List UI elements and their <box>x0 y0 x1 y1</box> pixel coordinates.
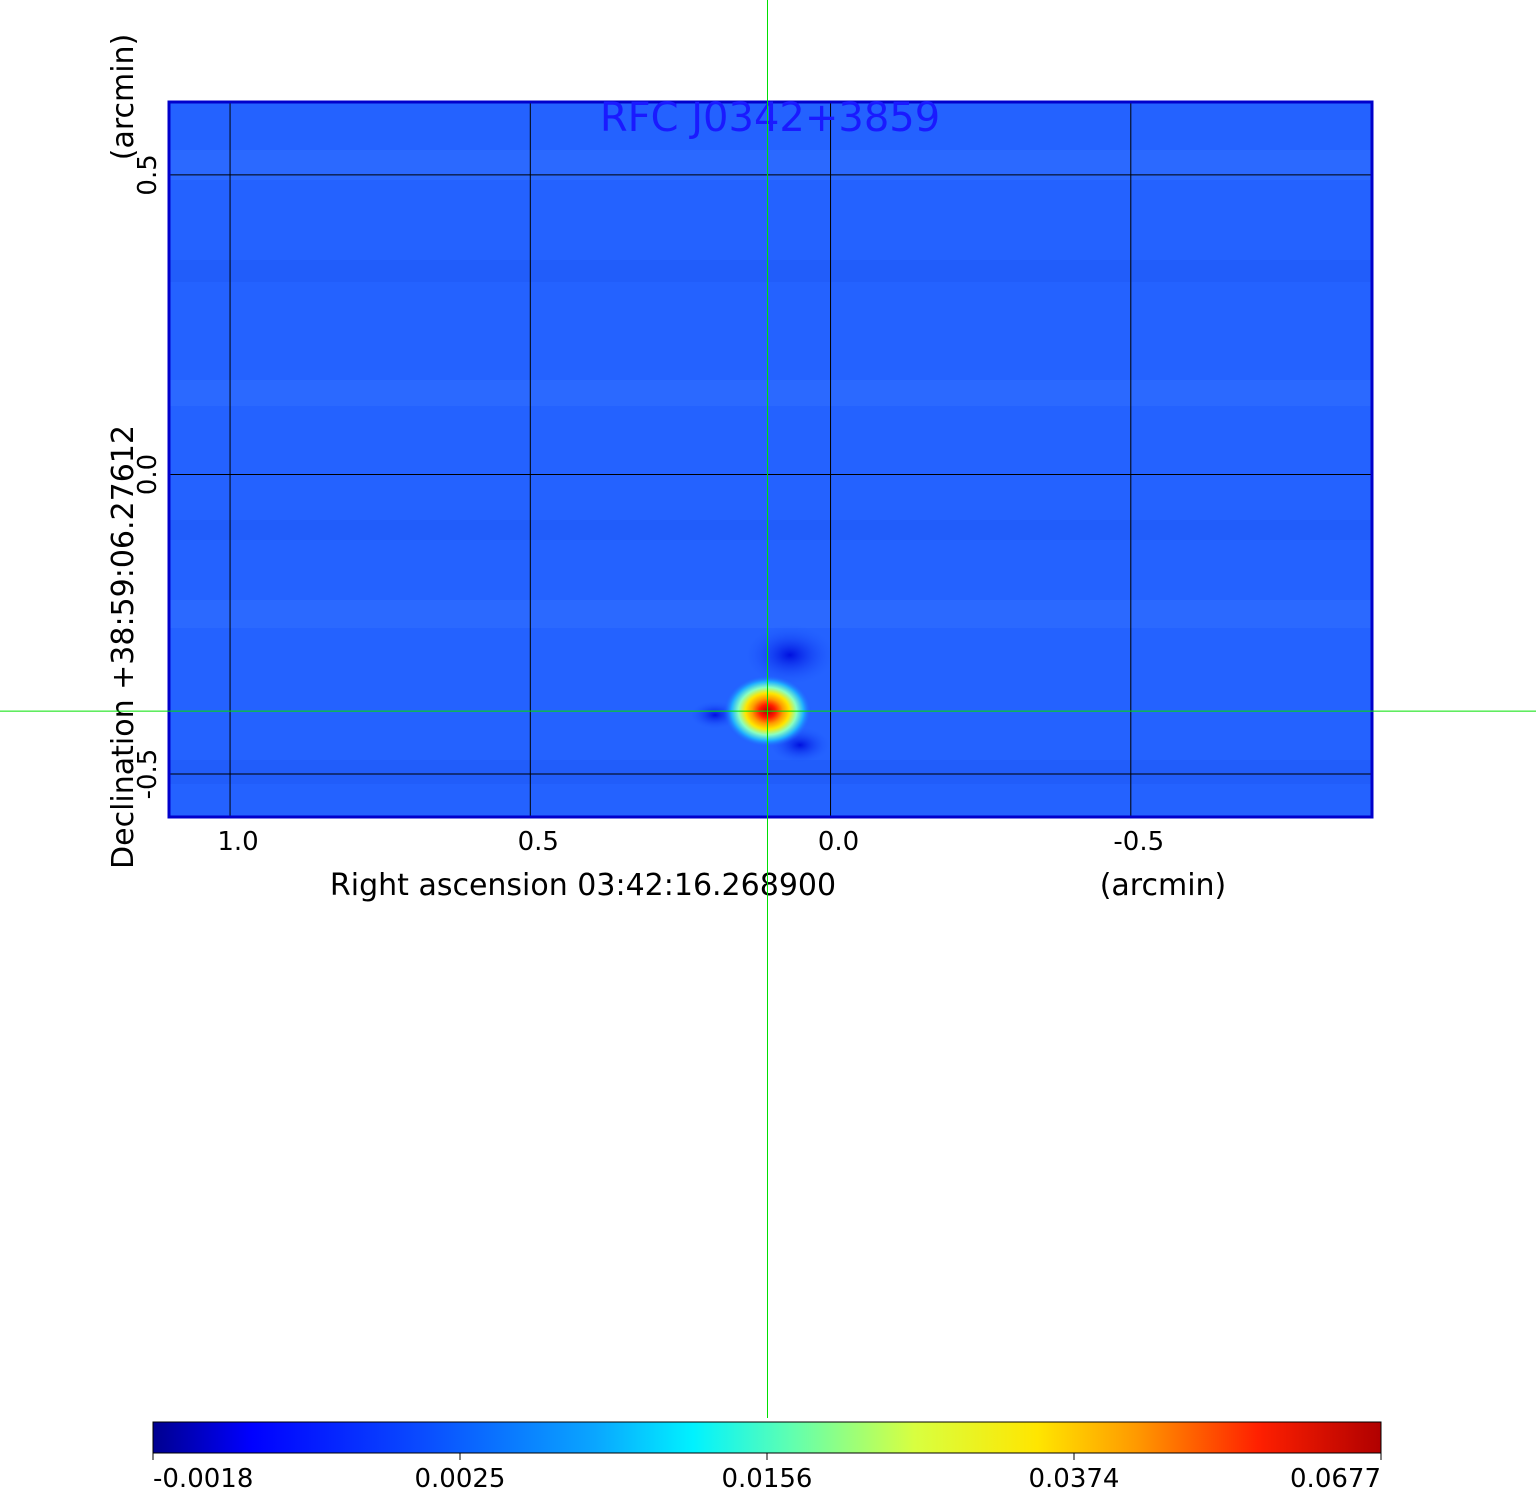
y-tick-label: 0.5 <box>133 154 163 195</box>
image-panel <box>167 100 1374 819</box>
colorbar-tick-label: 0.0374 <box>1029 1464 1120 1494</box>
colorbar-tick-label: 0.0025 <box>415 1464 506 1494</box>
colorbar-gradient <box>152 1421 1382 1454</box>
image-frame <box>167 100 1374 819</box>
x-axis-unit: (arcmin) <box>1100 868 1227 903</box>
y-tick-label: -0.5 <box>133 749 163 800</box>
x-axis-label: Right ascension 03:42:16.268900 <box>330 868 836 903</box>
x-tick-label: -0.5 <box>1113 827 1164 857</box>
coordinate-grid <box>170 103 1371 816</box>
colorbar-tick-label: 0.0677 <box>1290 1464 1381 1494</box>
chart-title: RFC J0342+3859 <box>600 95 940 141</box>
colorbar-tick-labels: -0.0018 0.0025 0.0156 0.0374 0.0677 <box>152 1453 1382 1494</box>
x-tick-label: 1.0 <box>217 827 258 857</box>
x-tick-label: 0.0 <box>818 827 859 857</box>
x-tick-label: 0.5 <box>518 827 559 857</box>
noise-texture <box>170 150 1371 784</box>
y-axis-label: Declination +38:59:06.27612 <box>106 425 141 869</box>
colorbar: -0.0018 0.0025 0.0156 0.0374 0.0677 <box>152 1421 1382 1494</box>
colorbar-tick-label: -0.0018 <box>153 1464 253 1494</box>
y-tick-labels: 0.5 0.0 -0.5 <box>133 154 163 799</box>
y-axis-unit: (arcmin) <box>106 34 141 161</box>
x-tick-labels: 1.0 0.5 0.0 -0.5 <box>217 827 1164 857</box>
y-tick-label: 0.0 <box>133 454 163 495</box>
colorbar-tick-label: 0.0156 <box>722 1464 813 1494</box>
